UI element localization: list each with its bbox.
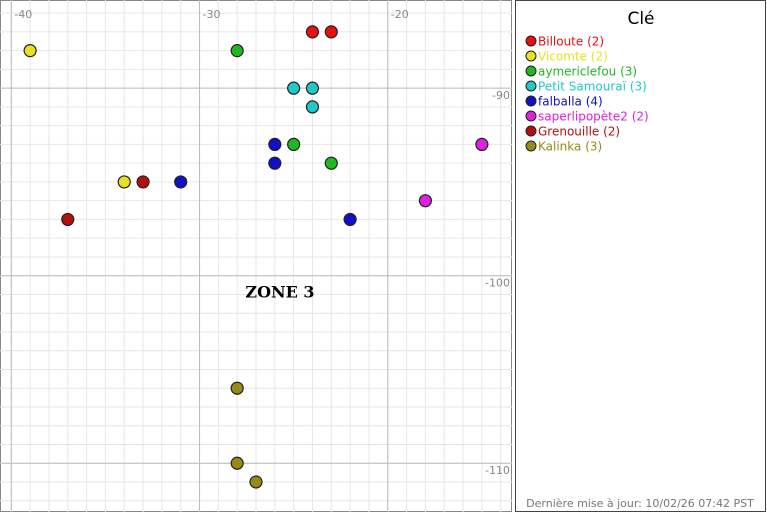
player-dot xyxy=(475,137,489,152)
legend-marker xyxy=(525,140,537,152)
legend: Billoute (2)Vicomte (2)aymericlefou (3)P… xyxy=(525,35,649,154)
player-dot xyxy=(230,44,244,58)
legend-marker xyxy=(525,50,537,62)
player-dot xyxy=(287,81,301,95)
player-dot xyxy=(268,137,282,152)
legend-marker xyxy=(525,35,537,47)
legend-label: saperlipopète2 (2) xyxy=(538,110,649,124)
legend-marker xyxy=(525,125,537,137)
legend-marker xyxy=(525,80,537,92)
legend-label: falballa (4) xyxy=(538,95,603,109)
legend-marker xyxy=(525,65,537,77)
player-dot xyxy=(249,475,263,489)
player-dot xyxy=(230,381,244,395)
player-dot xyxy=(305,100,320,114)
x-tick-label: -20 xyxy=(391,8,409,21)
points xyxy=(23,25,489,489)
legend-label: Vicomte (2) xyxy=(538,50,608,64)
player-dot xyxy=(230,456,244,470)
zone-label: ZONE 3 xyxy=(245,283,314,302)
player-dot xyxy=(305,81,320,95)
last-update: Dernière mise à jour: 10/02/26 07:42 PST xyxy=(526,497,754,510)
legend-label: aymericlefou (3) xyxy=(538,65,637,79)
player-dot xyxy=(324,25,338,39)
legend-title: Clé xyxy=(627,9,654,29)
x-tick-label: -40 xyxy=(14,8,32,21)
player-dot xyxy=(324,156,338,170)
player-dot xyxy=(268,156,282,170)
y-tick-label: -100 xyxy=(485,277,510,290)
legend-label: Billoute (2) xyxy=(538,35,604,49)
player-dot xyxy=(305,25,320,39)
legend-marker xyxy=(525,110,537,122)
legend-marker xyxy=(525,95,537,107)
legend-frame xyxy=(515,0,766,512)
player-dot xyxy=(61,212,75,227)
player-dot xyxy=(174,175,188,189)
player-dot xyxy=(418,194,433,208)
player-dot xyxy=(136,175,150,189)
legend-label: Kalinka (3) xyxy=(538,140,602,154)
x-tick-label: -30 xyxy=(203,8,221,21)
legend-label: Grenouille (2) xyxy=(538,125,620,139)
player-dot xyxy=(343,212,357,227)
player-dot xyxy=(23,44,37,58)
major-grid: -40 -30 -20 -90 -100 -110 xyxy=(0,0,512,512)
y-tick-label: -90 xyxy=(492,89,510,102)
legend-label: Petit Samouraï (3) xyxy=(538,80,647,94)
player-dot xyxy=(117,175,131,189)
player-dot xyxy=(287,137,301,152)
y-tick-label: -110 xyxy=(485,464,510,477)
